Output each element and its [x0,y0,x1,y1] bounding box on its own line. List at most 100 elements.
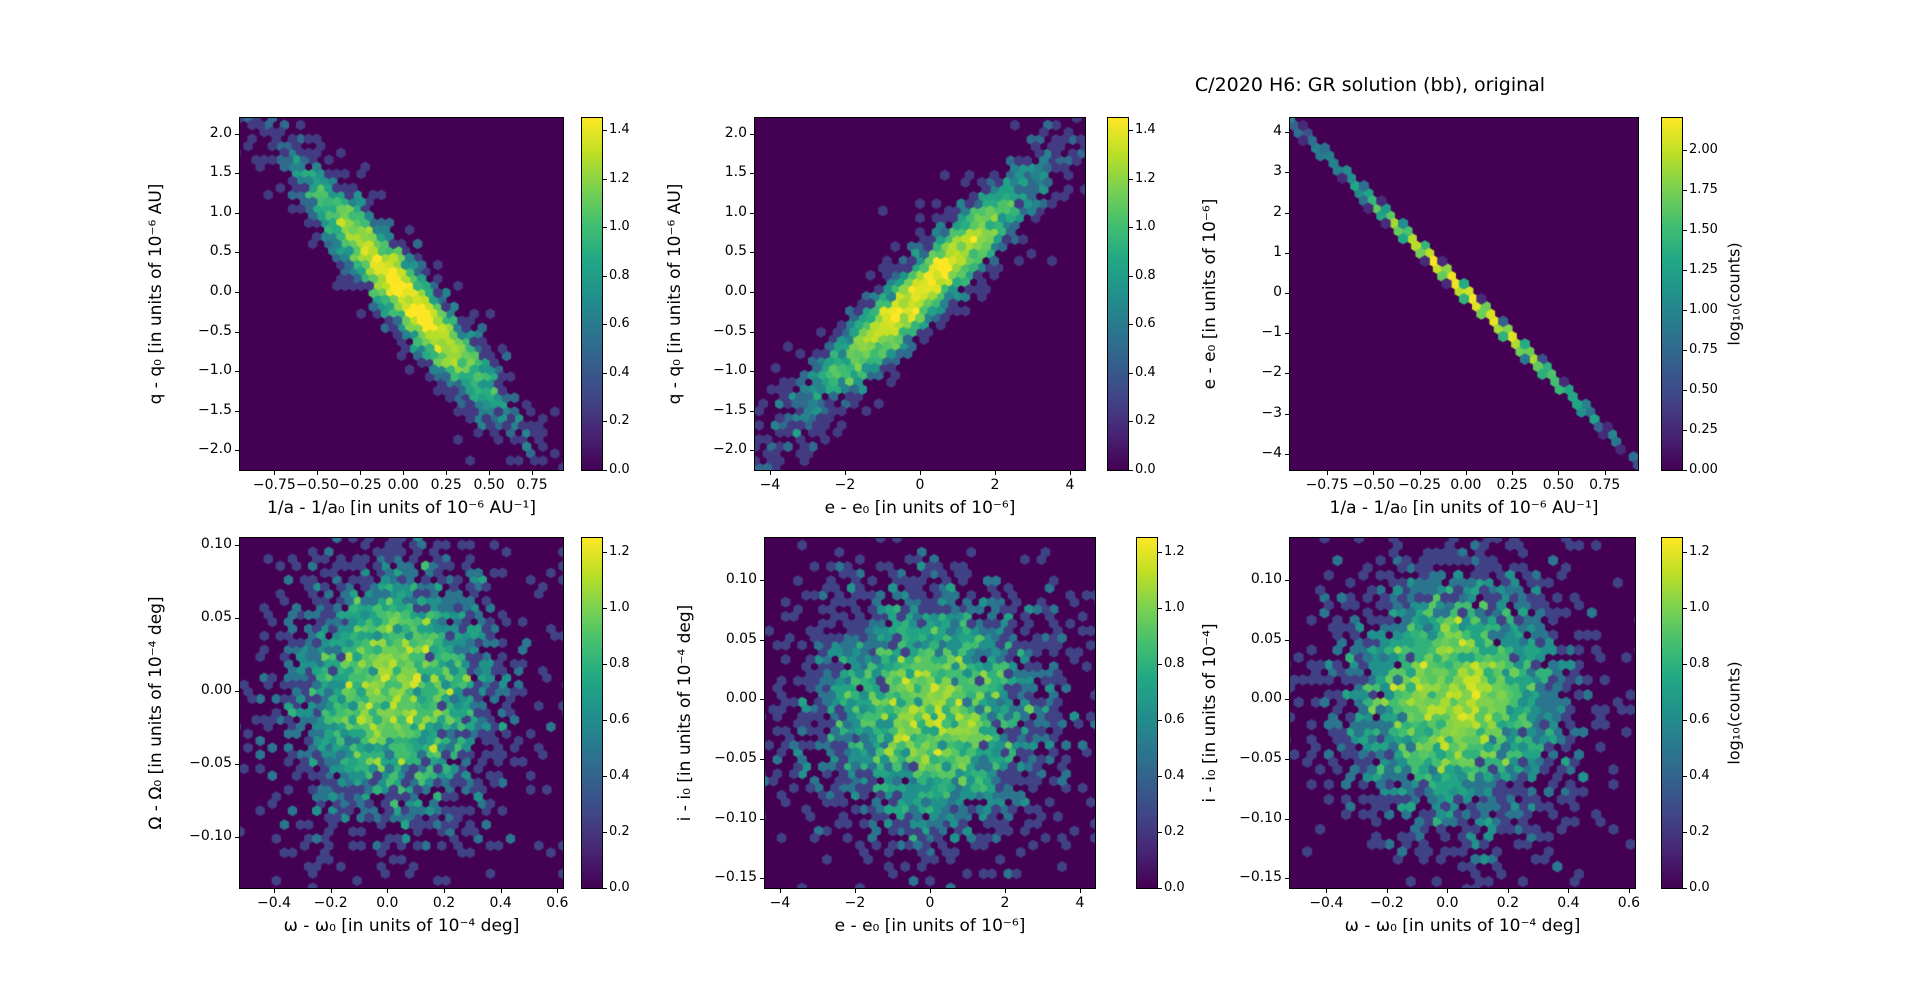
y-tick-label: 0.0 [209,283,232,300]
x-tick-mark [557,889,559,893]
colorbar-tick-label: 0.6 [1135,316,1156,332]
colorbar-tick-label: 0.25 [1689,422,1718,437]
y-tick-label: 1 [1273,243,1282,260]
x-tick-label: 2 [1000,895,1010,911]
y-axis-label-top-middle: q - q₀ [in units of 10⁻⁶ AU] [665,183,685,405]
y-tick-mark [1285,579,1289,581]
x-axis-label-bottom-left: ω - ω₀ [in units of 10⁻⁴ deg] [283,916,520,936]
y-tick-label: −1.0 [198,362,232,379]
colorbar-tick-mark [603,608,607,609]
y-tick-label: 1.5 [209,164,232,181]
colorbar-tick-mark [1683,270,1687,271]
colorbar-tick-mark [1158,888,1162,889]
colorbar-tick-label: 1.2 [609,544,630,559]
colorbar-tick-label: 1.4 [609,122,630,138]
colorbar-tick-label: 0.8 [1164,656,1185,671]
colorbar-tick-mark [1683,776,1687,777]
colorbar-tick-mark [1129,470,1133,471]
colorbar-tick-mark [1129,421,1133,423]
colorbar-tick-label: 0.2 [1164,824,1185,839]
y-tick-label: 0.10 [1250,570,1282,587]
y-axis-label-bottom-left: Ω - Ω₀ [in units of 10⁻⁴ deg] [146,596,166,830]
x-tick-label: −0.75 [252,477,296,493]
y-tick-mark [1285,699,1289,701]
y-tick-label: −3 [1261,404,1282,421]
y-tick-mark [235,173,239,175]
x-tick-mark [930,889,931,893]
colorbar-tick-label: 0.6 [609,316,630,332]
y-tick-mark [1285,413,1289,415]
x-tick-label: 0 [915,477,925,493]
colorbar-tick-label: 1.2 [1689,544,1710,559]
y-tick-mark [750,331,754,333]
figure-title: C/2020 H6: GR solution (bb), original [1194,74,1546,96]
y-tick-mark [1285,373,1289,375]
colorbar-tick-label: 0.2 [1135,413,1156,429]
colorbar-tick-mark [1129,324,1133,326]
y-tick-label: 1.0 [209,203,232,220]
plot-area-bottom-middle [764,537,1096,889]
x-tick-label: 0.00 [1450,477,1482,493]
y-tick-mark [235,764,239,766]
colorbar-tick-label: 0.8 [609,267,630,283]
y-tick-label: 3 [1273,163,1282,180]
y-tick-label: 0.00 [1250,690,1282,707]
colorbar-bottom-middle [1136,537,1158,889]
x-tick-label: 0.6 [1617,895,1641,911]
x-tick-label: 0.25 [1496,477,1528,493]
colorbar-label-top-right: log₁₀(counts) [1724,242,1744,346]
x-tick-mark [403,471,405,475]
y-tick-label: 2.0 [724,124,747,141]
x-tick-label: −0.50 [295,477,339,493]
hexbin-canvas-top-left [240,118,563,470]
y-axis-label-top-left: q - q₀ [in units of 10⁻⁶ AU] [146,183,166,405]
y-tick-label: 0.10 [200,536,232,553]
x-tick-mark [489,471,491,475]
colorbar-gradient-bottom-right [1662,538,1682,888]
x-tick-label: −0.4 [257,895,291,911]
y-tick-mark [760,579,764,581]
colorbar-tick-mark [1129,130,1133,132]
x-tick-label: 0.4 [1557,895,1580,911]
y-tick-label: 0.00 [200,682,232,699]
y-tick-label: 1.5 [724,164,747,181]
colorbar-tick-label: 0.4 [1689,768,1710,783]
x-tick-label: 0.2 [432,895,456,911]
y-tick-mark [235,371,239,373]
y-tick-label: −0.10 [189,827,232,844]
y-tick-label: 0.0 [724,283,747,300]
colorbar-tick-label: 1.2 [1135,170,1156,186]
x-tick-label: 0.75 [1589,477,1621,493]
x-tick-label: 0.4 [489,895,512,911]
colorbar-bottom-left [581,537,603,889]
x-tick-mark [1080,889,1081,893]
y-tick-mark [1285,639,1289,641]
colorbar-tick-mark [1683,664,1687,665]
y-tick-mark [235,292,239,294]
colorbar-top-middle [1107,117,1129,471]
y-tick-label: −2 [1261,364,1282,381]
colorbar-tick-label: 1.0 [1689,600,1710,615]
colorbar-tick-mark [1683,190,1687,191]
x-tick-mark [770,471,771,475]
colorbar-top-left [581,117,603,471]
colorbar-tick-mark [603,372,607,374]
y-tick-mark [750,292,754,294]
colorbar-tick-mark [1683,832,1687,833]
y-tick-mark [235,545,239,547]
y-tick-label: −0.05 [1239,749,1282,766]
y-tick-label: 0.05 [725,630,757,647]
y-tick-label: −0.05 [189,755,232,772]
colorbar-tick-label: 0.6 [1689,712,1710,727]
y-tick-label: 2 [1273,203,1282,220]
colorbar-tick-label: 1.0 [609,219,630,235]
x-tick-label: −0.2 [313,895,348,911]
colorbar-tick-label: 0.8 [1689,656,1710,671]
x-tick-mark [387,889,389,893]
x-tick-label: 2 [990,477,1000,493]
hexbin-canvas-top-right [1290,118,1638,470]
colorbar-tick-label: 1.25 [1689,262,1718,277]
colorbar-tick-label: 2.00 [1689,142,1718,157]
colorbar-tick-label: 0.8 [609,656,630,671]
